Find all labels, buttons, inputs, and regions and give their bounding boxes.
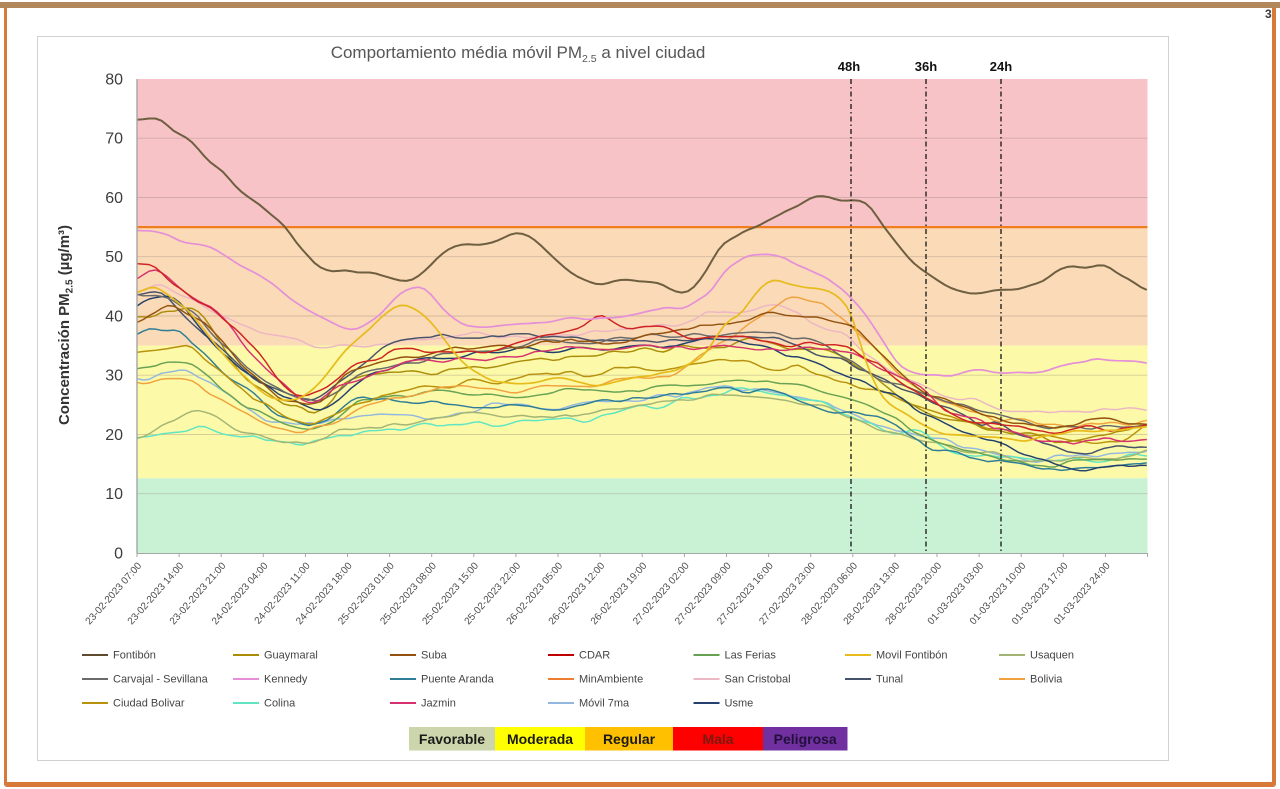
svg-text:Las Ferias: Las Ferias xyxy=(725,650,777,662)
svg-text:Tunal: Tunal xyxy=(876,674,903,686)
svg-text:Concentración PM2.5 (µg/m³): Concentración PM2.5 (µg/m³) xyxy=(56,225,76,425)
svg-text:Bolivia: Bolivia xyxy=(1030,674,1063,686)
svg-text:30: 30 xyxy=(105,368,123,385)
svg-text:60: 60 xyxy=(105,190,123,207)
svg-text:Comportamiento média móvil PM2: Comportamiento média móvil PM2.5 a nivel… xyxy=(331,43,706,65)
svg-text:Guaymaral: Guaymaral xyxy=(264,650,318,662)
svg-text:Fontibón: Fontibón xyxy=(113,650,156,662)
svg-text:Suba: Suba xyxy=(421,650,448,662)
svg-text:Peligrosa: Peligrosa xyxy=(774,731,837,747)
svg-text:36h: 36h xyxy=(915,59,937,74)
svg-text:Usme: Usme xyxy=(725,698,754,710)
svg-text:Usaquen: Usaquen xyxy=(1030,650,1074,662)
svg-text:CDAR: CDAR xyxy=(579,650,610,662)
svg-text:San Cristobal: San Cristobal xyxy=(725,674,791,686)
svg-text:0: 0 xyxy=(114,546,123,563)
svg-text:80: 80 xyxy=(105,72,123,89)
svg-text:MinAmbiente: MinAmbiente xyxy=(579,674,643,686)
svg-text:24h: 24h xyxy=(990,59,1012,74)
svg-text:Ciudad Bolivar: Ciudad Bolivar xyxy=(113,698,185,710)
svg-text:Jazmin: Jazmin xyxy=(421,698,456,710)
svg-text:70: 70 xyxy=(105,131,123,148)
svg-text:Movil Fontibón: Movil Fontibón xyxy=(876,650,948,662)
svg-text:Moderada: Moderada xyxy=(507,731,573,747)
svg-text:Móvil 7ma: Móvil 7ma xyxy=(579,698,630,710)
svg-text:Regular: Regular xyxy=(603,731,656,747)
svg-text:Mala: Mala xyxy=(702,731,733,747)
svg-text:Favorable: Favorable xyxy=(419,731,485,747)
svg-text:10: 10 xyxy=(105,486,123,503)
svg-text:40: 40 xyxy=(105,309,123,326)
svg-text:Kennedy: Kennedy xyxy=(264,674,308,686)
svg-text:Colina: Colina xyxy=(264,698,296,710)
svg-text:20: 20 xyxy=(105,427,123,444)
svg-text:50: 50 xyxy=(105,249,123,266)
svg-text:48h: 48h xyxy=(838,59,860,74)
svg-text:Puente Aranda: Puente Aranda xyxy=(421,674,495,686)
svg-text:Carvajal - Sevillana: Carvajal - Sevillana xyxy=(113,674,209,686)
